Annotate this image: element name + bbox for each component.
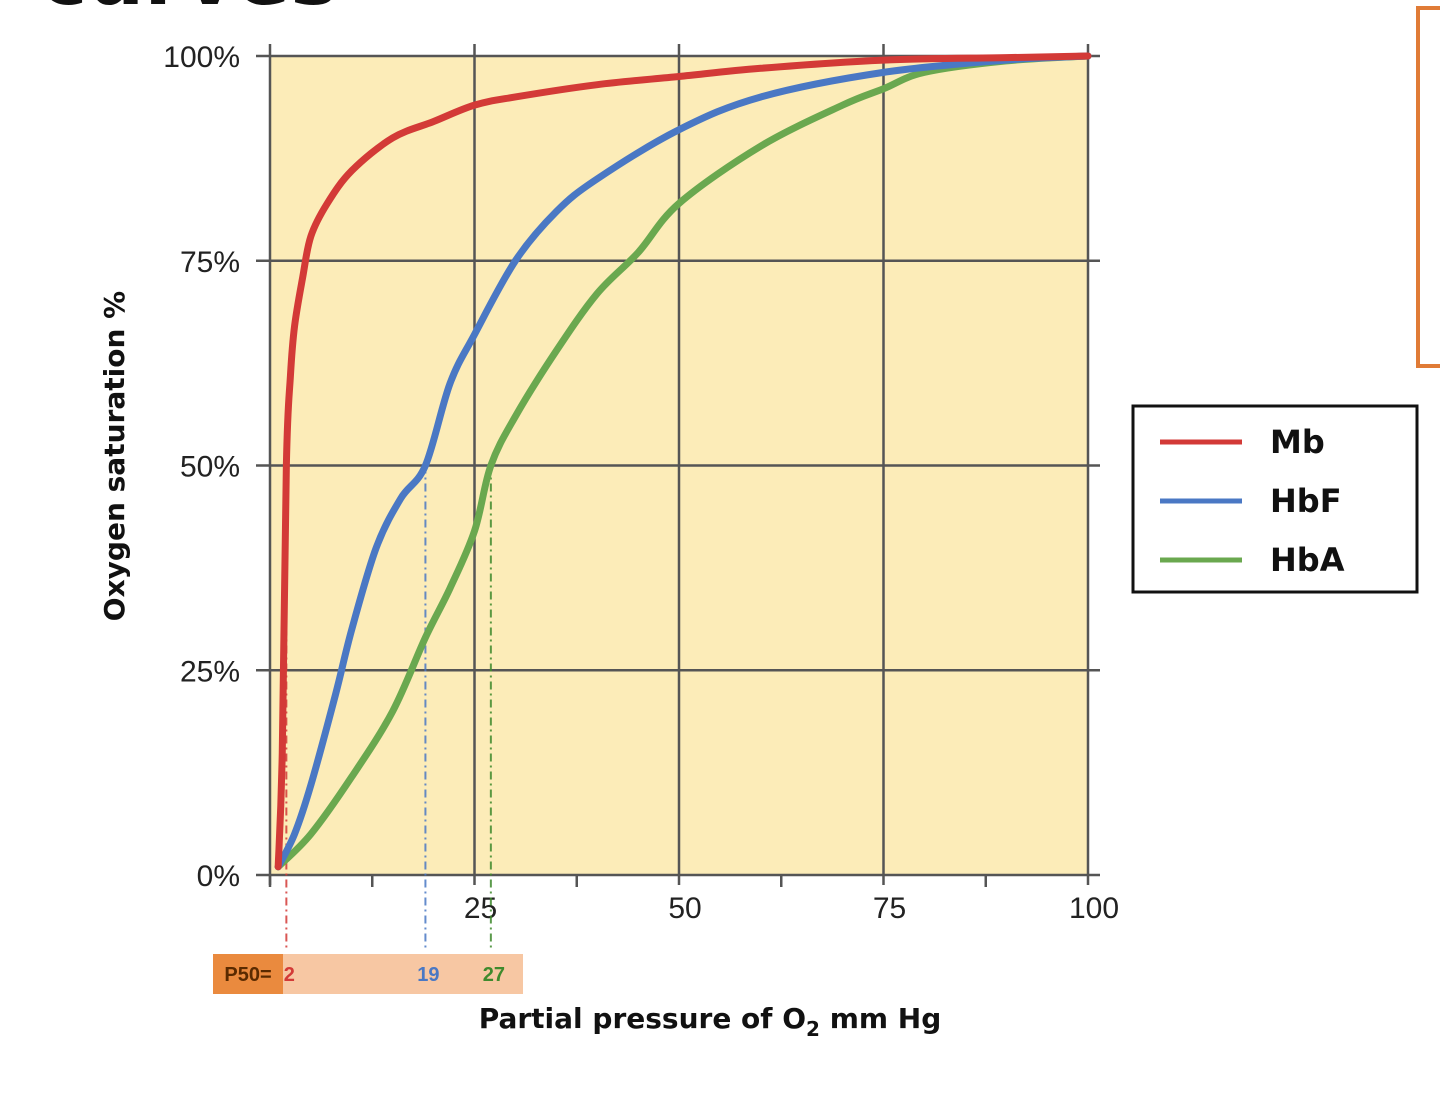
series-line-mb — [274, 52, 1092, 871]
grid-lines — [256, 44, 1100, 887]
p50-value-hbf: 19 — [417, 964, 439, 986]
series-line-hba — [274, 52, 1092, 871]
legend: Mb HbF HbA — [1131, 404, 1419, 594]
y-tick-label: 100% — [163, 41, 240, 74]
x-axis-title-main: Partial pressure of O — [479, 1002, 806, 1035]
p50-guide-lines — [285, 465, 492, 950]
legend-label-hba: HbA — [1270, 541, 1345, 579]
x-tick-label: 75 — [873, 892, 906, 925]
x-axis-title-subscript: 2 — [806, 1017, 820, 1041]
y-tick-label: 0% — [197, 860, 240, 893]
y-tick-label: 50% — [180, 451, 240, 484]
p50-label: P50= — [224, 964, 271, 986]
y-tick-label: 75% — [180, 246, 240, 279]
x-tick-label: 25 — [464, 892, 497, 925]
p50-values-bg — [283, 954, 523, 994]
legend-label-mb: Mb — [1270, 423, 1325, 461]
side-panel-outline — [1416, 6, 1440, 368]
series-line-hbf — [274, 52, 1092, 871]
p50-value-mb: 2 — [284, 964, 295, 986]
x-axis-ticks: 25 50 75 100 — [464, 892, 1119, 925]
p50-label-bg — [213, 954, 283, 994]
y-axis-ticks: 0% 25% 50% 75% 100% — [163, 41, 240, 893]
x-tick-label: 100 — [1069, 892, 1119, 925]
legend-label-hbf: HbF — [1270, 482, 1342, 520]
y-tick-label: 25% — [180, 655, 240, 688]
x-axis-title-rest: mm Hg — [820, 1002, 941, 1035]
series-lines — [274, 52, 1092, 871]
page-title-fragment: curves — [40, 0, 338, 23]
p50-bar: P50= 2 19 27 — [213, 954, 523, 994]
p50-value-hba: 27 — [483, 964, 505, 986]
y-axis-title: Oxygen saturation % — [98, 291, 131, 621]
x-tick-label: 50 — [668, 892, 701, 925]
x-axis-title: Partial pressure of O2 mm Hg — [479, 1002, 942, 1041]
